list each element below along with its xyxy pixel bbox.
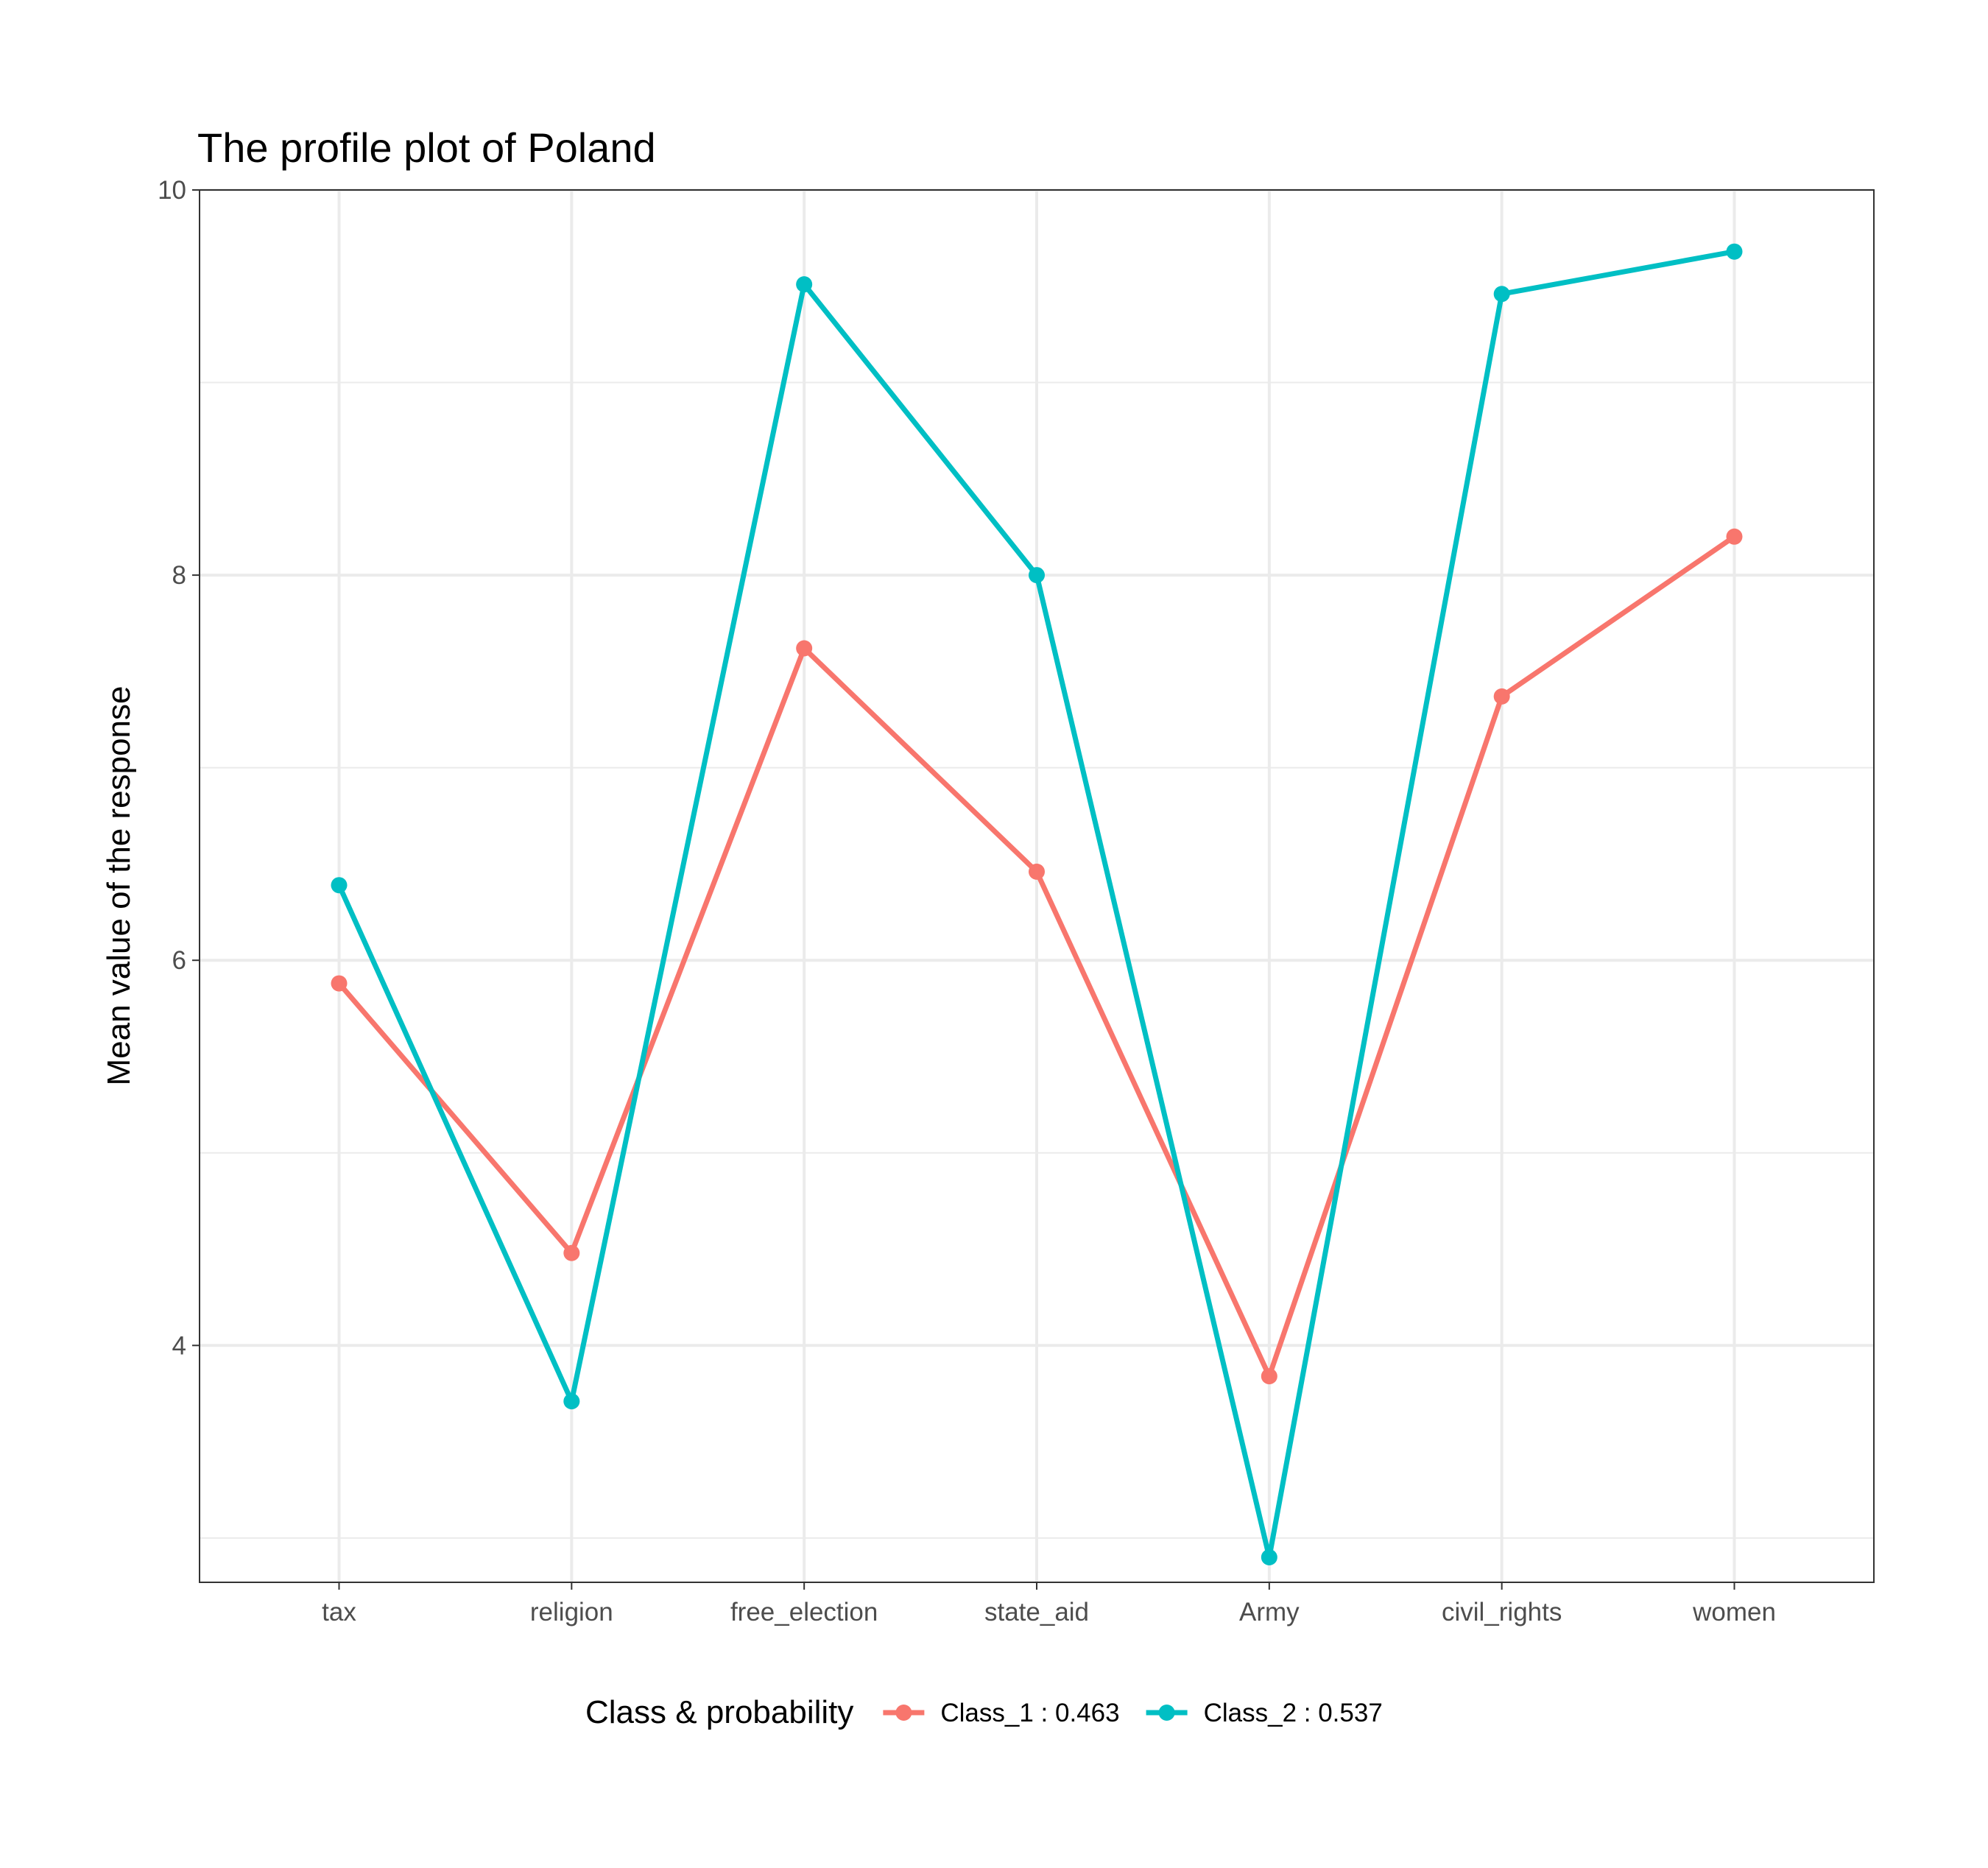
data-point-class-2 [1029, 567, 1045, 584]
data-point-class-1 [796, 640, 813, 657]
x-tick-label: tax [322, 1598, 356, 1626]
x-tick-label: women [1692, 1598, 1776, 1626]
y-tick-label: 4 [172, 1331, 186, 1360]
data-point-class-1 [1726, 528, 1743, 545]
legend-label-class-1: Class_1 : 0.463 [940, 1699, 1119, 1727]
y-tick-label: 6 [172, 946, 186, 975]
chart-title: The profile plot of Poland [197, 124, 656, 171]
data-point-class-2 [1493, 286, 1510, 303]
legend-label-class-2: Class_2 : 0.537 [1204, 1699, 1383, 1727]
data-point-class-1 [1029, 863, 1045, 880]
data-point-class-2 [796, 276, 813, 293]
legend-key-point [1158, 1705, 1175, 1721]
data-point-class-1 [563, 1244, 580, 1261]
x-tick-label: religion [530, 1598, 613, 1626]
y-tick-label: 8 [172, 561, 186, 590]
legend-title: Class & probability [585, 1694, 853, 1730]
data-point-class-1 [331, 975, 348, 992]
data-point-class-2 [1726, 243, 1743, 260]
legend: Class & probability Class_1 : 0.463 Class… [585, 1694, 1383, 1730]
y-tick-label: 10 [158, 176, 186, 205]
data-point-class-1 [1493, 688, 1510, 705]
y-axis: 4 6 8 10 [158, 176, 200, 1360]
data-point-class-2 [1261, 1548, 1277, 1565]
x-tick-label: state_aid [984, 1598, 1089, 1626]
data-point-class-2 [331, 877, 348, 894]
data-point-class-1 [1261, 1368, 1277, 1385]
x-axis: tax religion free_election state_aid Army civ… [322, 1582, 1776, 1626]
x-tick-label: Army [1239, 1598, 1300, 1626]
data-point-class-2 [563, 1393, 580, 1410]
legend-key-point [895, 1705, 912, 1721]
y-axis-label: Mean value of the response [101, 685, 137, 1085]
x-tick-label: civil_rights [1442, 1598, 1562, 1626]
series-layer [331, 243, 1743, 1565]
x-tick-label: free_election [730, 1598, 878, 1626]
major-gridlines [200, 188, 1874, 1582]
